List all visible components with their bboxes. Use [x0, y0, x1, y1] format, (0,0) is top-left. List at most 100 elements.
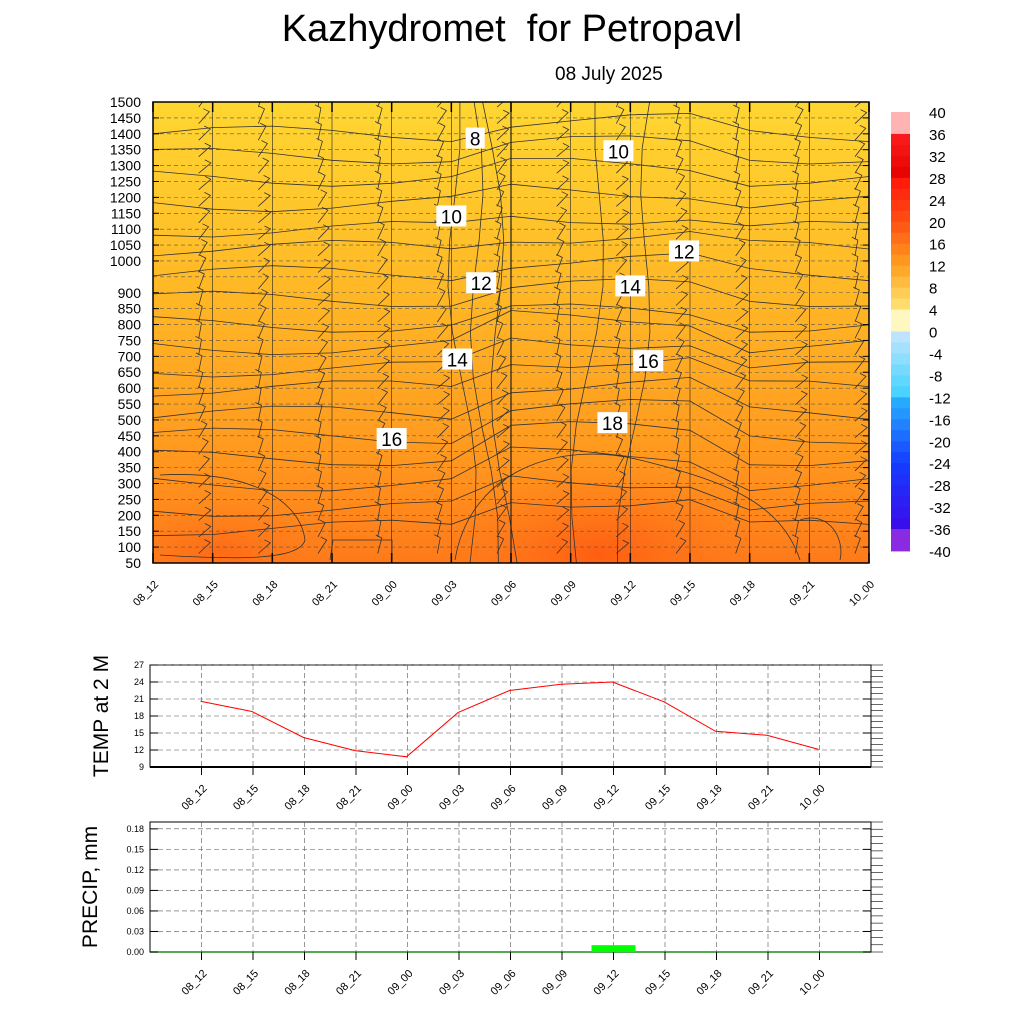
contour-label-box — [669, 240, 700, 262]
wind-barb — [496, 519, 506, 538]
time-tick-label: 10_00 — [847, 579, 877, 609]
time-tick-label: 09_00 — [370, 579, 400, 609]
wind-barb — [615, 488, 628, 505]
wind-barb — [794, 122, 803, 141]
wind-barb — [556, 159, 570, 174]
wind-barb — [197, 386, 205, 405]
wind-barb — [616, 241, 629, 257]
colorbar-step — [891, 353, 910, 365]
height-tick-label: 850 — [118, 301, 142, 317]
wind-barb — [616, 225, 629, 240]
wind-barb — [436, 438, 449, 455]
wind-barb — [257, 469, 267, 488]
wind-barb — [317, 172, 326, 190]
height-tick-label: 300 — [118, 476, 142, 492]
wind-barb — [854, 472, 867, 488]
wind-barb — [735, 356, 748, 372]
wind-barb — [615, 319, 622, 339]
colorbar-step — [891, 122, 910, 135]
wind-barb — [257, 504, 270, 521]
contour-label: 16 — [638, 352, 659, 373]
wind-barb — [317, 386, 324, 405]
wind-barb — [496, 125, 510, 141]
height-tick-label: 250 — [118, 491, 142, 507]
height-tick-label: 1200 — [110, 189, 141, 205]
height-tick-label: 1300 — [110, 158, 141, 174]
wind-barb — [854, 424, 869, 439]
wind-barb — [256, 336, 264, 356]
height-tick-label: 400 — [118, 444, 142, 460]
x-tick-label: 08_21 — [334, 783, 364, 813]
isotherm-line — [617, 102, 651, 563]
y-tick-label: 24 — [134, 677, 144, 687]
wind-barb — [735, 340, 749, 356]
wind-barb — [732, 451, 740, 471]
wind-barb — [851, 253, 859, 273]
wind-barb — [556, 143, 570, 158]
wind-barb — [735, 324, 749, 339]
wind-barb — [794, 453, 804, 471]
colorbar-label: 4 — [929, 303, 937, 320]
wind-barb — [258, 225, 272, 240]
colorbar-label: -4 — [929, 346, 942, 363]
x-tick-label: 09_15 — [643, 968, 673, 998]
wind-barb — [257, 452, 266, 471]
x-tick-label: 09_18 — [695, 783, 725, 813]
colorbar-step — [891, 408, 910, 420]
wind-barb — [436, 469, 446, 488]
wind-barb — [735, 204, 743, 223]
wind-barb — [198, 159, 212, 174]
wind-barb — [198, 455, 211, 472]
x-tick-label: 10_00 — [798, 783, 828, 813]
wind-barb — [854, 171, 863, 190]
x-tick-label: 09_21 — [746, 783, 776, 813]
wind-barb — [198, 420, 208, 438]
wind-barb — [616, 209, 630, 224]
wind-barb — [616, 522, 629, 538]
x-tick-label: 08_18 — [283, 968, 313, 998]
wind-barb — [437, 390, 451, 406]
time-tick-label: 09_18 — [728, 579, 758, 609]
x-tick-label: 08_15 — [231, 968, 261, 998]
wind-barb — [556, 175, 570, 190]
y-tick-label: 21 — [134, 694, 144, 704]
colorbar-step — [891, 441, 910, 453]
wind-barb — [791, 534, 799, 554]
colorbar-label: -28 — [929, 478, 951, 495]
colorbar-label: -8 — [929, 368, 942, 385]
wind-barb — [317, 291, 331, 306]
wind-barb — [794, 306, 807, 323]
wind-barb — [735, 372, 747, 389]
wind-barb — [675, 172, 686, 190]
colorbar-label: 24 — [929, 193, 946, 210]
colorbar-label: 12 — [929, 259, 946, 276]
wind-barb — [792, 501, 800, 521]
time-tick-label: 09_21 — [787, 579, 817, 609]
x-tick-label: 09_06 — [489, 968, 519, 998]
wind-barb — [675, 138, 683, 157]
wind-barb — [673, 402, 680, 422]
contour-label: 10 — [441, 207, 462, 228]
wind-barb — [198, 207, 211, 224]
wind-barb — [195, 335, 202, 356]
wind-barb — [735, 308, 749, 323]
wind-barb — [675, 537, 687, 554]
precipitation-panel: 0.000.030.060.090.120.150.18 08_12 08_15 0… — [79, 821, 883, 998]
time-tick-label: 08_12 — [131, 579, 161, 609]
wind-barb — [317, 519, 326, 538]
wind-barb — [374, 121, 382, 141]
wind-barb — [616, 505, 629, 521]
precipitation-x-axis: 08_12 08_15 08_18 08_21 09_00 09_03 09_06 09_09… — [180, 952, 828, 998]
wind-barb — [854, 440, 868, 455]
x-tick-label: 08_18 — [283, 783, 313, 813]
colorbar-step — [891, 298, 910, 310]
wind-barb — [854, 355, 866, 372]
wind-barb — [315, 121, 322, 141]
wind-barb — [556, 109, 569, 124]
wind-barb — [615, 453, 625, 471]
colorbar-step — [891, 287, 910, 299]
wind-barb — [675, 190, 687, 207]
y-tick-label: 0.15 — [126, 844, 144, 854]
colorbar: 4036322824201612840-4-8-12-16-20-24-28-3… — [891, 105, 951, 561]
wind-barb — [496, 188, 505, 207]
